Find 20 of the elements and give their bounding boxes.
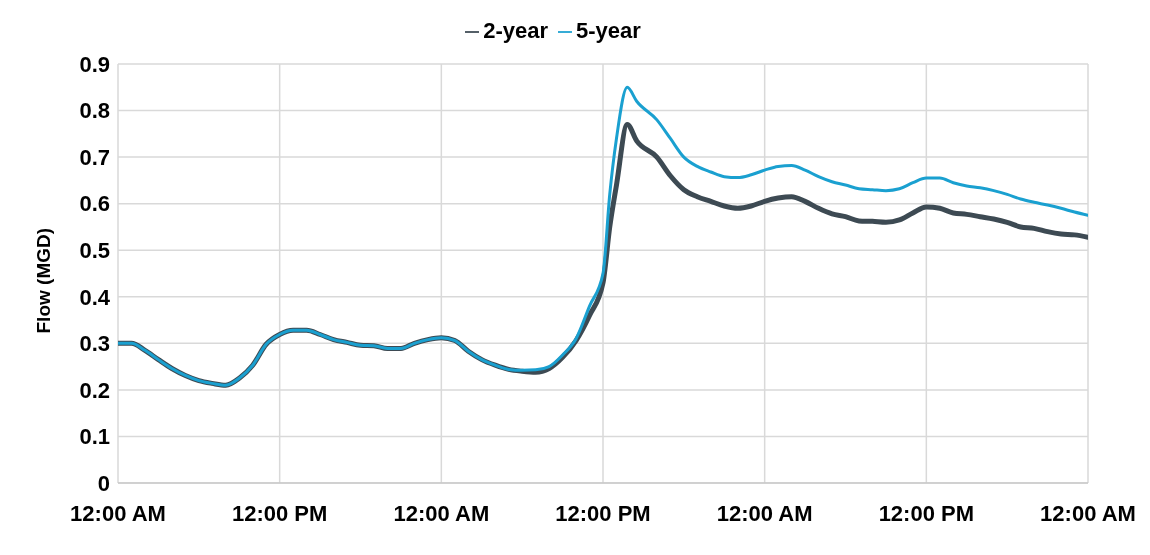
x-tick-label: 12:00 AM	[1040, 500, 1136, 526]
y-tick-label: 0.9	[79, 51, 110, 77]
y-axis-title: Flow (MGD)	[32, 227, 54, 334]
x-tick-label: 12:00 AM	[716, 500, 813, 526]
x-tick-label: 12:00 AM	[70, 500, 166, 526]
y-tick-label: 0.2	[79, 377, 110, 403]
y-tick-label: 0.8	[79, 98, 110, 124]
y-tick-label: 0.3	[79, 331, 110, 357]
y-tick-label: 0.7	[79, 144, 110, 170]
x-tick-label: 12:00 PM	[231, 500, 328, 526]
y-tick-label: 0.1	[79, 424, 110, 450]
y-tick-label: 0.4	[79, 284, 111, 310]
x-tick-label: 12:00 PM	[555, 500, 651, 526]
legend-label: 2-year	[483, 18, 548, 43]
y-tick-label: 0.5	[79, 238, 110, 264]
x-tick-label: 12:00 AM	[393, 500, 490, 526]
legend-label: 5-year	[576, 18, 641, 43]
y-tick-label: 0.6	[79, 191, 110, 217]
y-tick-label: 0	[97, 470, 110, 496]
x-tick-label: 12:00 PM	[878, 500, 975, 526]
